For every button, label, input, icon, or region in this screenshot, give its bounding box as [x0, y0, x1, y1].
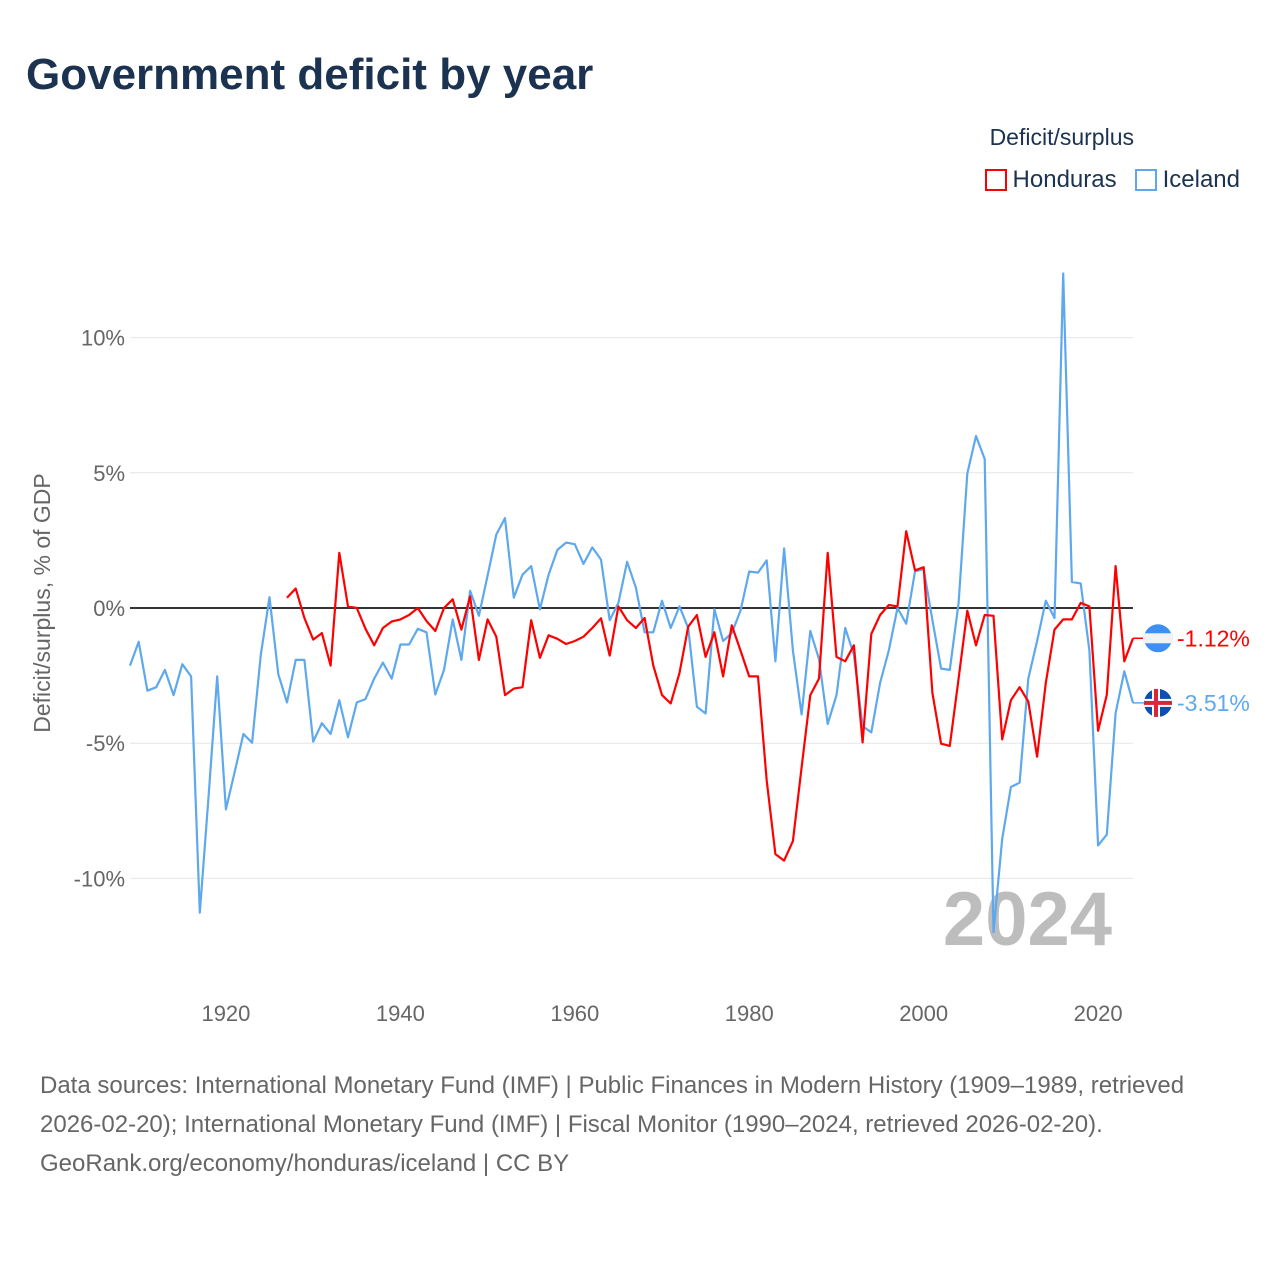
legend-label-iceland: Iceland: [1162, 166, 1240, 193]
y-tick-label: 5%: [93, 461, 125, 486]
y-tick-label: 0%: [93, 596, 125, 621]
end-label-honduras: -1.12%: [1133, 624, 1250, 653]
y-tick-label: -5%: [86, 731, 125, 756]
series-line-iceland: [128, 272, 1135, 934]
legend: Honduras Iceland: [984, 166, 1240, 194]
x-tick-label: 1920: [201, 1001, 250, 1026]
end-label-iceland: -3.51%: [1133, 688, 1250, 717]
x-tick-label: 2020: [1074, 1001, 1123, 1026]
legend-item-iceland[interactable]: Iceland: [1134, 166, 1240, 194]
y-tick-label: 10%: [81, 326, 125, 351]
legend-swatch-iceland: [1134, 169, 1157, 191]
y-tick-label: -10%: [74, 866, 125, 891]
x-tick-label: 1980: [725, 1001, 774, 1026]
credit-link[interactable]: GeoRank.org/economy/honduras/iceland | C…: [40, 1150, 570, 1177]
flag-cross: [1154, 688, 1158, 717]
x-tick-label: 1960: [550, 1001, 599, 1026]
footer: Data sources: International Monetary Fun…: [40, 1066, 1240, 1183]
x-tick-label: 2000: [899, 1001, 948, 1026]
data-sources: Data sources: International Monetary Fun…: [40, 1072, 1185, 1138]
series-line-honduras: [286, 530, 1135, 862]
y-axis-label: Deficit/surplus, % of GDP: [29, 473, 55, 732]
chart-title: Government deficit by year: [26, 50, 594, 99]
legend-swatch-honduras: [984, 169, 1007, 191]
end-value-label: -3.51%: [1177, 690, 1250, 716]
current-year-watermark: 2024: [943, 877, 1112, 962]
end-value-label: -1.12%: [1177, 625, 1250, 651]
legend-item-honduras[interactable]: Honduras: [984, 166, 1117, 194]
legend-title: Deficit/surplus: [989, 124, 1134, 150]
legend-label-honduras: Honduras: [1012, 166, 1117, 193]
flag-stripe: [1143, 633, 1173, 644]
x-tick-label: 1940: [376, 1001, 425, 1026]
